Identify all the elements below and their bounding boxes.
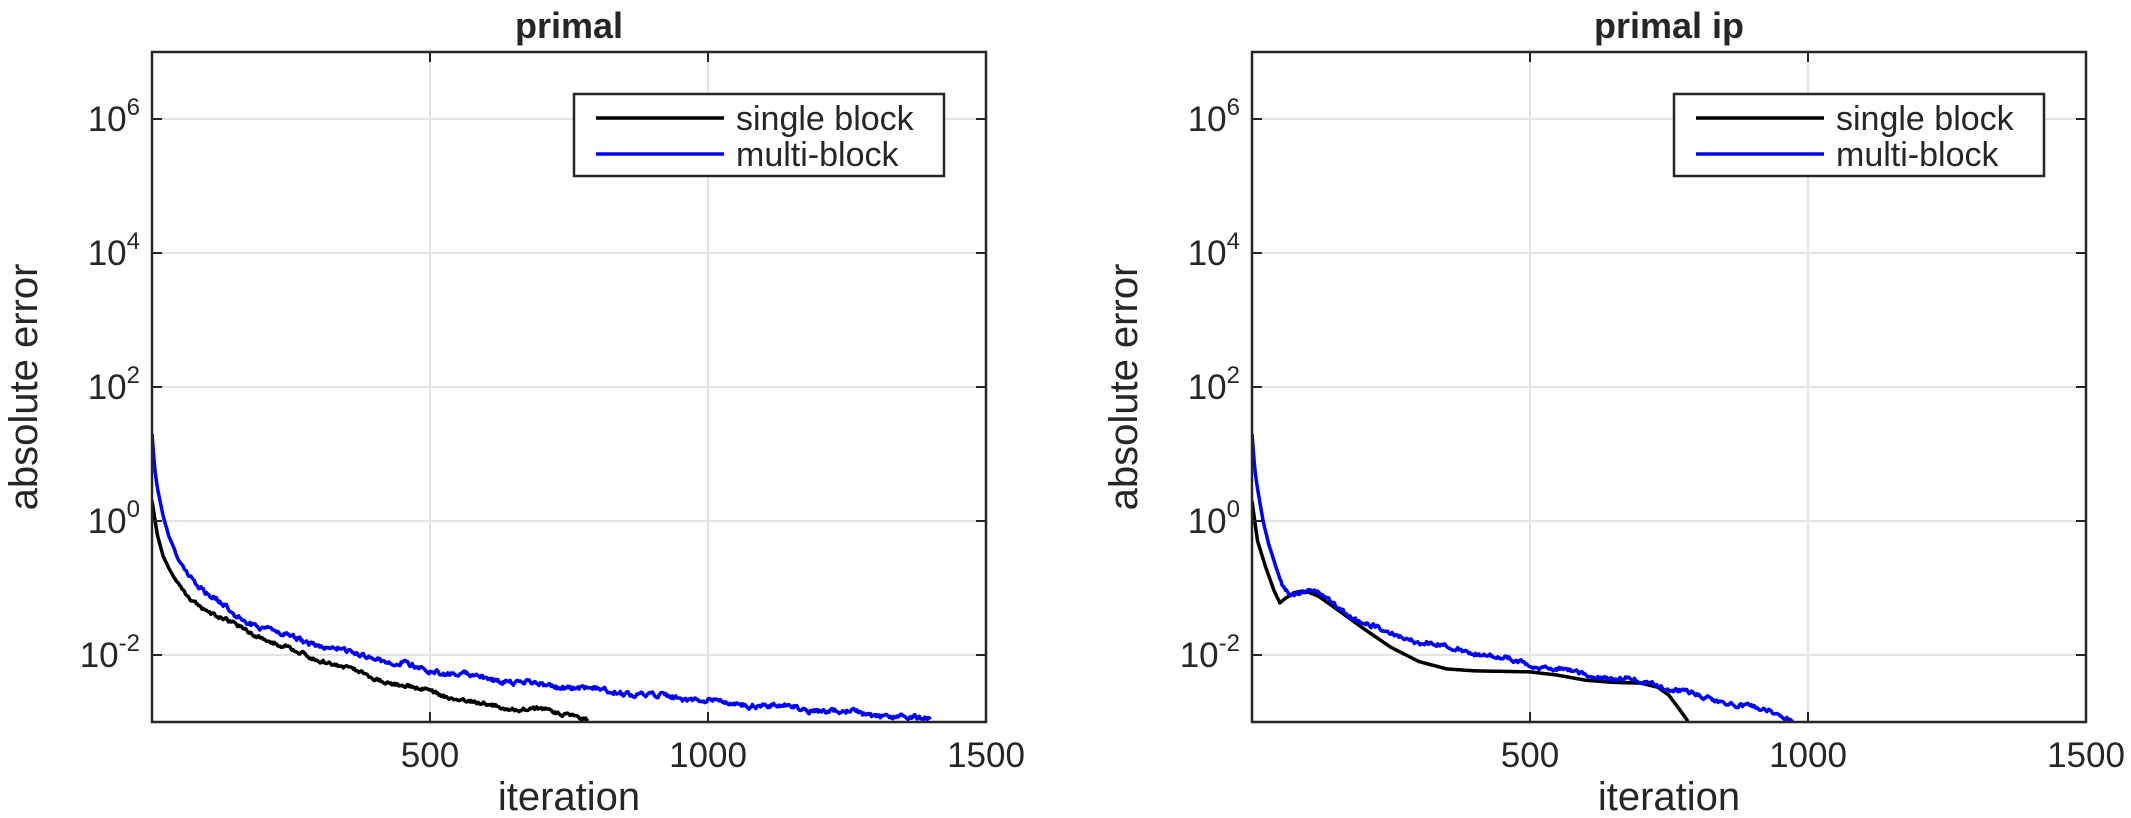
y-tick-label: 102 — [1188, 362, 1240, 407]
x-tick-label: 1500 — [947, 736, 1025, 775]
legend-entry-label: single block — [1836, 100, 2015, 138]
y-tick-label: 104 — [88, 228, 140, 273]
x-tick-label: 500 — [1501, 736, 1559, 775]
series-line-multi-block — [152, 433, 932, 722]
legend-entry-label: single block — [736, 100, 915, 138]
y-tick-label: 10-2 — [1180, 630, 1240, 675]
y-tick-label: 106 — [88, 94, 140, 139]
legend-box — [1672, 92, 2046, 178]
chart-title: primal ip — [1594, 5, 1744, 46]
chart-panel-1: 500 1000 1500 10-2 100 102 104 106 primal iterati… — [2, 5, 1025, 818]
y-axis-label: absolute error — [2, 264, 46, 511]
legend-entry-label: multi-block — [736, 136, 899, 174]
chart-title: primal — [515, 5, 623, 46]
legend-entry-label: multi-block — [1836, 136, 1999, 174]
series-line-single-block — [1252, 500, 1690, 722]
y-tick-label: 106 — [1188, 94, 1240, 139]
y-tick-label: 100 — [88, 496, 140, 541]
x-tick-label: 500 — [401, 736, 459, 775]
y-tick-label: 102 — [88, 362, 140, 407]
y-tick-label: 100 — [1188, 496, 1240, 541]
series-group — [1252, 433, 1795, 722]
x-tick-label: 1500 — [2047, 736, 2125, 775]
series-line-multi-block — [1252, 433, 1795, 722]
x-axis-label: iteration — [498, 775, 640, 818]
y-tick-label: 10-2 — [80, 630, 140, 675]
x-tick-label: 1000 — [669, 736, 747, 775]
legend-box — [572, 92, 946, 178]
x-tick-label: 1000 — [1769, 736, 1847, 775]
chart-panel-2: 500 1000 1500 10-2 100 102 104 106 primal ip iter… — [1102, 5, 2125, 818]
y-tick-label: 104 — [1188, 228, 1240, 273]
series-line-single-block — [152, 500, 590, 722]
series-group — [152, 433, 932, 722]
y-axis-label: absolute error — [1102, 264, 1146, 511]
x-axis-label: iteration — [1598, 775, 1740, 818]
